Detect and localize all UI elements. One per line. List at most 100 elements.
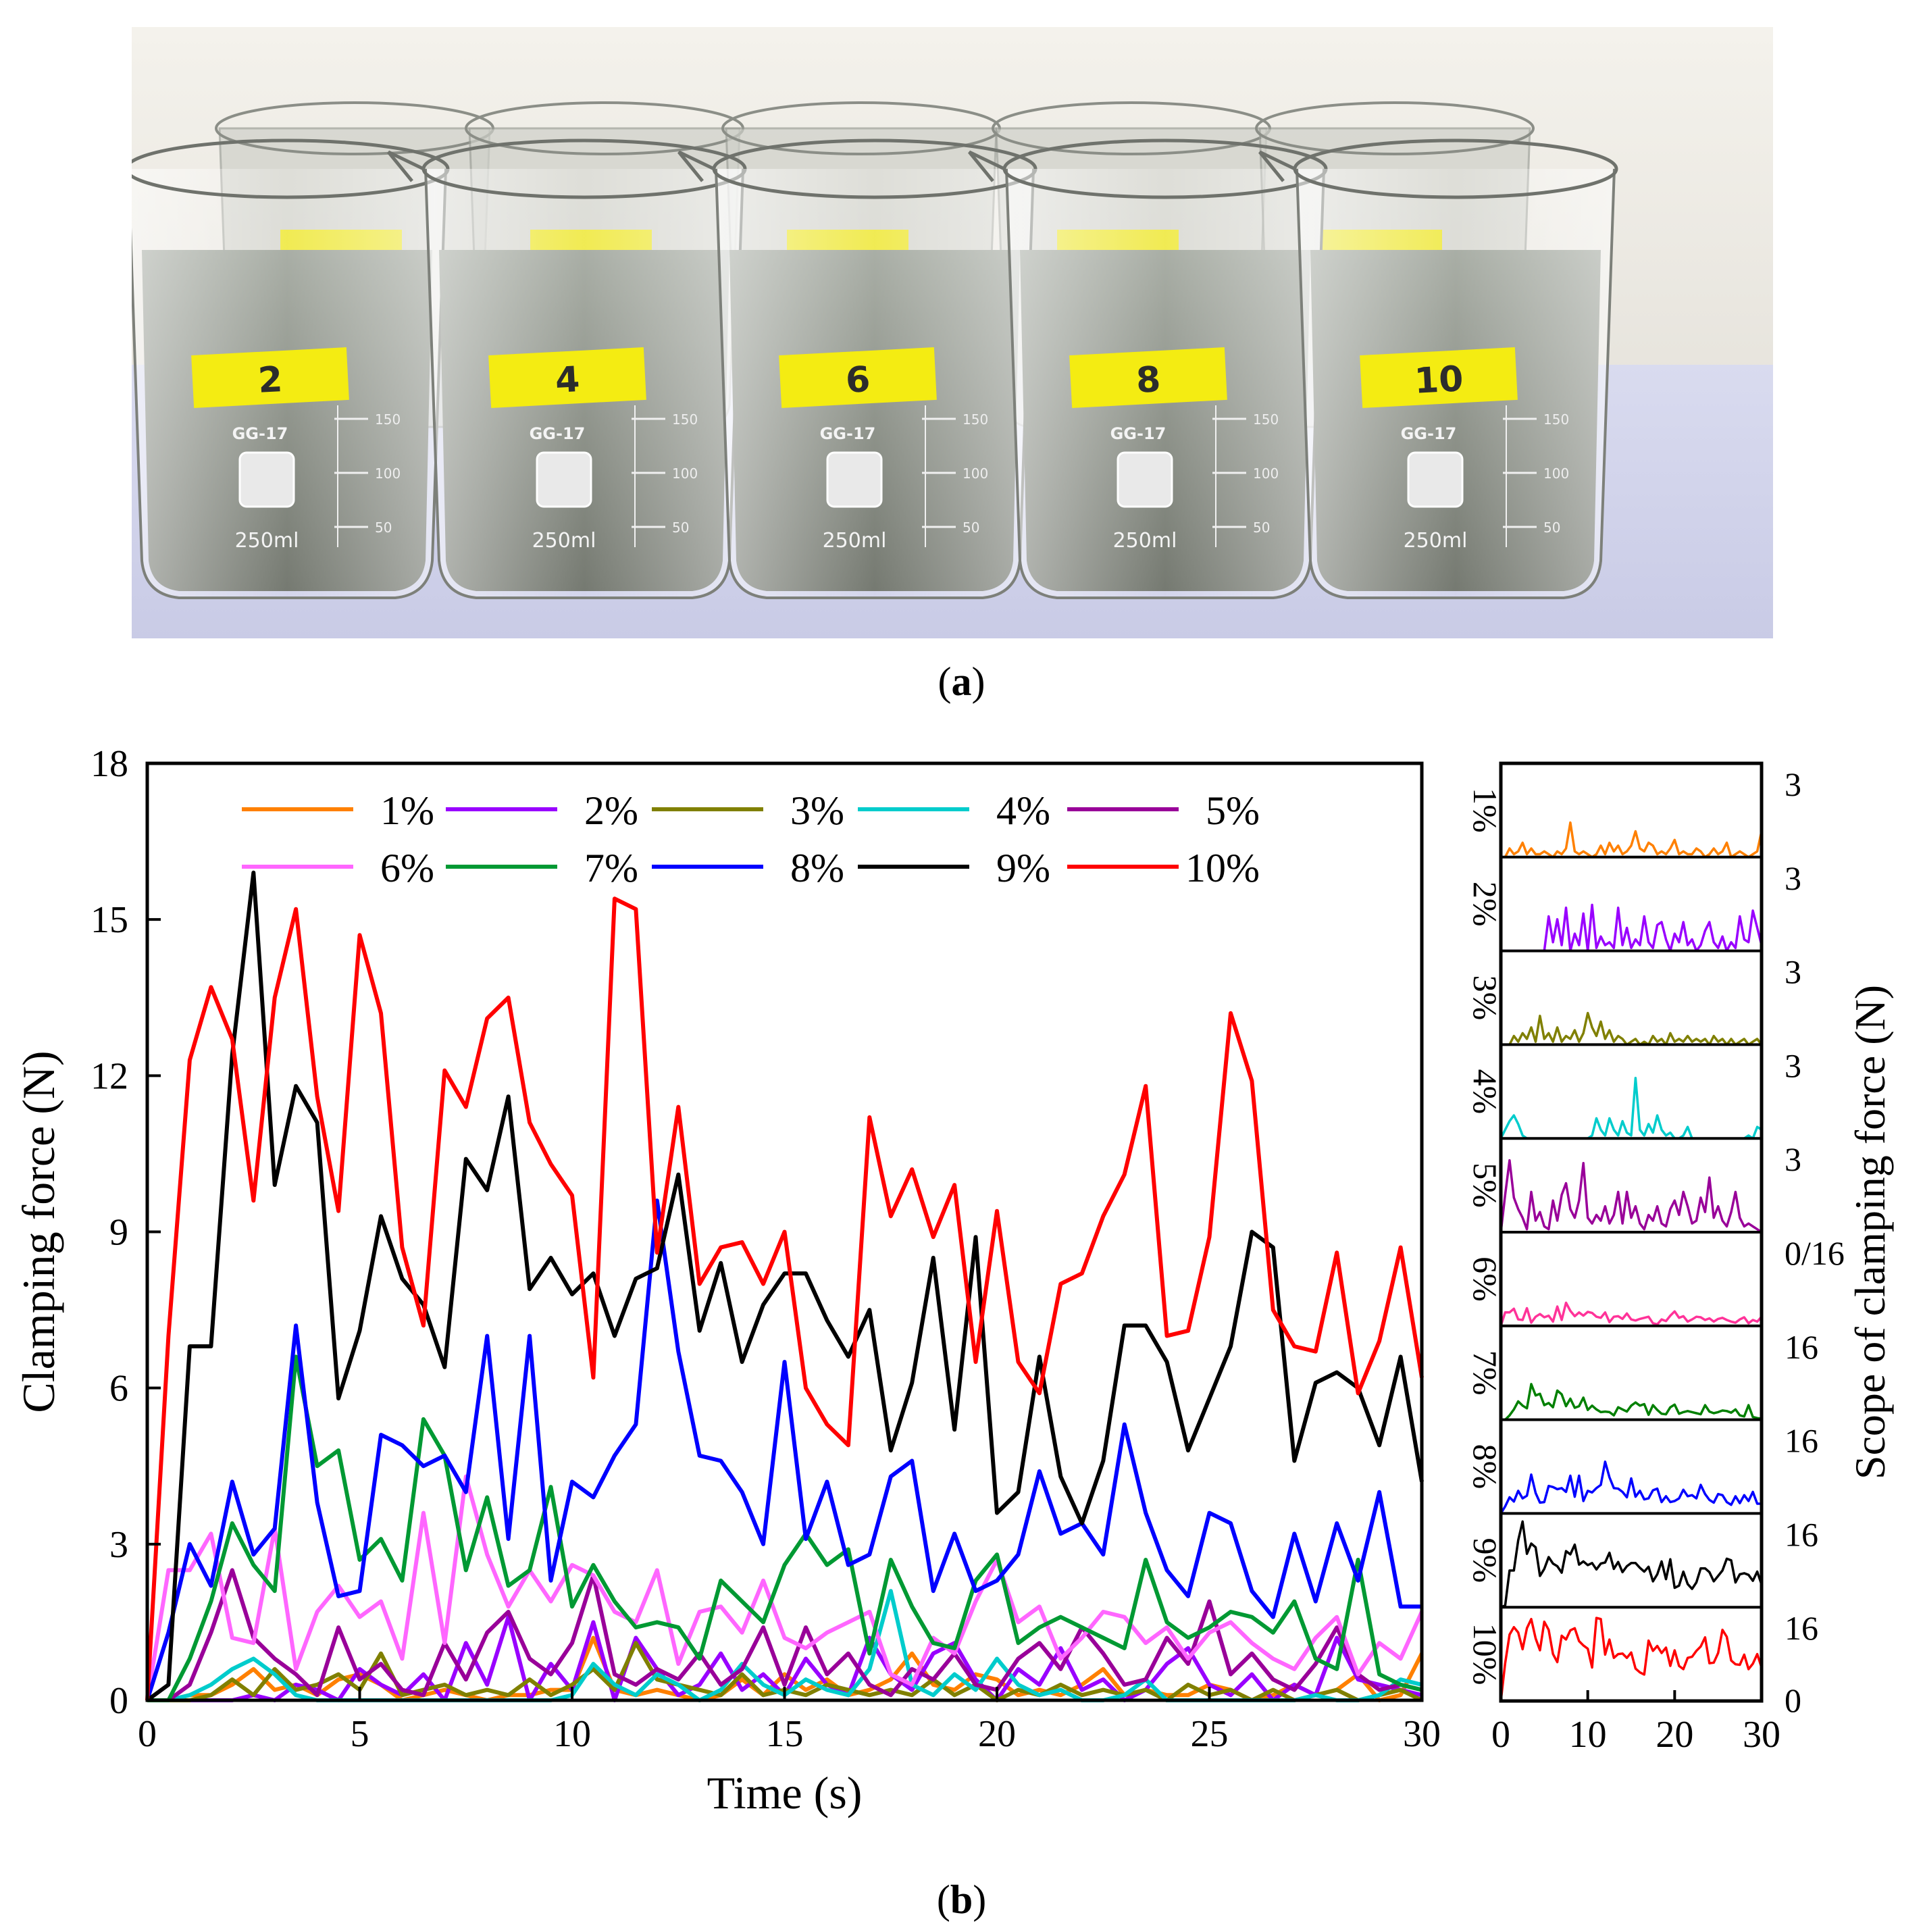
panel-ymax-label: 16: [1785, 1515, 1818, 1553]
front-beaker-marking-square: [1117, 451, 1173, 508]
panel-series-label: 3%: [1466, 975, 1504, 1021]
panel-ymax-label: 3: [1785, 859, 1801, 897]
graduation-label: 100: [1543, 465, 1569, 482]
front-beaker-spout: [387, 150, 425, 182]
graduation-label: 150: [1543, 411, 1569, 428]
y-tick-label: 6: [109, 1368, 128, 1410]
front-beaker-volume: 250ml: [823, 529, 887, 553]
front-beaker-number: 2: [257, 359, 284, 401]
panel-line-3%: [1501, 1011, 1763, 1046]
legend-label-10%: 10%: [1185, 846, 1260, 890]
panel-line-5%: [1499, 1159, 1762, 1234]
front-beaker-brand: GG-17: [530, 424, 586, 443]
legend-label-7%: 7%: [584, 846, 638, 890]
scope-clamping-force-chart: 3 1% 3 2% 3 3% 3 4% 3 5% 0/16 6% 16 7% 16 8% 16 9% 16 0 10% 0…: [1466, 761, 1894, 1756]
panel-series-label: 1%: [1466, 788, 1504, 833]
panel-series-label: 5%: [1466, 1163, 1504, 1208]
x-tick-label: 20: [978, 1713, 1016, 1755]
panel-ymax-label: 3: [1785, 1140, 1801, 1178]
panel-series-label: 8%: [1466, 1444, 1504, 1490]
front-beaker-volume: 250ml: [532, 529, 596, 553]
side-y-axis-title: Scope of clamping force (N): [1846, 985, 1894, 1479]
legend-label-9%: 9%: [996, 846, 1050, 890]
front-beaker: 8 GG-17 250ml 150 100 50: [968, 138, 1328, 599]
caption-b: (b): [936, 1877, 987, 1922]
front-beaker-brand: GG-17: [232, 424, 288, 443]
front-beaker-spout: [677, 150, 715, 182]
front-beaker-marking-square: [536, 451, 592, 508]
side-x-tick-label: 10: [1569, 1714, 1607, 1756]
x-tick-label: 25: [1191, 1713, 1229, 1755]
panel-line-1%: [1501, 821, 1763, 859]
front-beaker-marking-square: [1407, 451, 1464, 508]
legend-label-8%: 8%: [790, 846, 844, 890]
front-beaker-volume: 250ml: [1113, 529, 1177, 553]
caption-a-letter: a: [951, 659, 972, 704]
legend-label-3%: 3%: [790, 788, 844, 833]
front-beaker-number: 6: [845, 359, 871, 401]
graduation-label: 150: [672, 411, 698, 428]
x-tick-label: 0: [138, 1713, 157, 1755]
panel-ymin-label: 0: [1785, 1681, 1801, 1719]
x-tick-label: 5: [351, 1713, 369, 1755]
graduation-label: 100: [963, 465, 988, 482]
graduation-label: 150: [375, 411, 401, 428]
graduation-label: 50: [963, 519, 979, 536]
front-beaker: 2 GG-17 250ml 150 100 50: [132, 138, 450, 599]
graduation-label: 100: [672, 465, 698, 482]
graduation-label: 150: [963, 411, 988, 428]
front-beaker-number: 10: [1414, 359, 1464, 402]
panel-series-label: 4%: [1466, 1069, 1504, 1114]
x-axis-title: Time (s): [707, 1767, 863, 1819]
panel-ymax-label: 3: [1785, 765, 1801, 803]
front-beaker-spout: [1258, 150, 1296, 182]
front-beaker-tape: [1360, 347, 1518, 408]
front-beaker-marking-square: [826, 451, 883, 508]
panel-ymax-label: 16: [1785, 1328, 1818, 1366]
front-beaker-brand: GG-17: [1110, 424, 1166, 443]
series-line-7%: [147, 1354, 1422, 1702]
front-beaker-marking-square: [238, 451, 295, 508]
side-x-tick-label: 30: [1743, 1714, 1780, 1756]
front-beaker-volume: 250ml: [235, 529, 299, 553]
panel-line-6%: [1499, 1301, 1763, 1327]
graduation-label: 50: [375, 519, 392, 536]
front-beaker-volume: 250ml: [1404, 529, 1468, 553]
series-line-8%: [145, 1198, 1422, 1701]
front-beaker: 4 GG-17 250ml 150 100 50: [387, 138, 747, 599]
panel-series-label: 10%: [1466, 1623, 1504, 1685]
panel-ymax-label: 16: [1785, 1422, 1818, 1460]
series-line-6%: [145, 1474, 1424, 1701]
series-line-10%: [145, 896, 1424, 1701]
graduation-label: 150: [1253, 411, 1279, 428]
series-line-5%: [147, 1568, 1422, 1702]
panel-line-10%: [1499, 1617, 1763, 1702]
front-beaker-tape: [1069, 347, 1227, 408]
legend-label-4%: 4%: [996, 788, 1050, 833]
graduation-label: 50: [672, 519, 689, 536]
y-tick-label: 12: [91, 1055, 128, 1097]
panel-series-label: 2%: [1466, 882, 1504, 927]
legend-label-6%: 6%: [380, 846, 434, 890]
side-plot-frame: [1499, 761, 1764, 1703]
graduation-label: 50: [1253, 519, 1270, 536]
legend-label-1%: 1%: [380, 788, 434, 833]
main-clamping-force-chart: 0 5 10 15 20 25 30 0 3 6 9 12 15 18 Time (s) Clamping f…: [13, 743, 1441, 1819]
legend-label-2%: 2%: [584, 788, 638, 833]
y-axis-title: Clamping force (N): [13, 1050, 64, 1413]
panel-line-2%: [1501, 903, 1763, 952]
panel-series-label: 7%: [1466, 1350, 1504, 1396]
x-tick-label: 15: [766, 1713, 804, 1755]
y-tick-label: 0: [109, 1680, 128, 1722]
y-tick-label: 15: [91, 899, 128, 941]
panel-line-4%: [1499, 1077, 1762, 1140]
graduation-label: 100: [1253, 465, 1279, 482]
front-beaker-tape: [488, 347, 646, 408]
panel-ymax-label: 16: [1785, 1609, 1818, 1647]
caption-b-letter: b: [950, 1877, 973, 1922]
front-beaker: 6 GG-17 250ml 150 100 50: [677, 138, 1037, 599]
panel-series-label: 6%: [1466, 1256, 1504, 1302]
front-beaker-number: 4: [555, 359, 581, 401]
panel-series-label: 9%: [1466, 1537, 1504, 1583]
legend-label-5%: 5%: [1206, 788, 1260, 833]
